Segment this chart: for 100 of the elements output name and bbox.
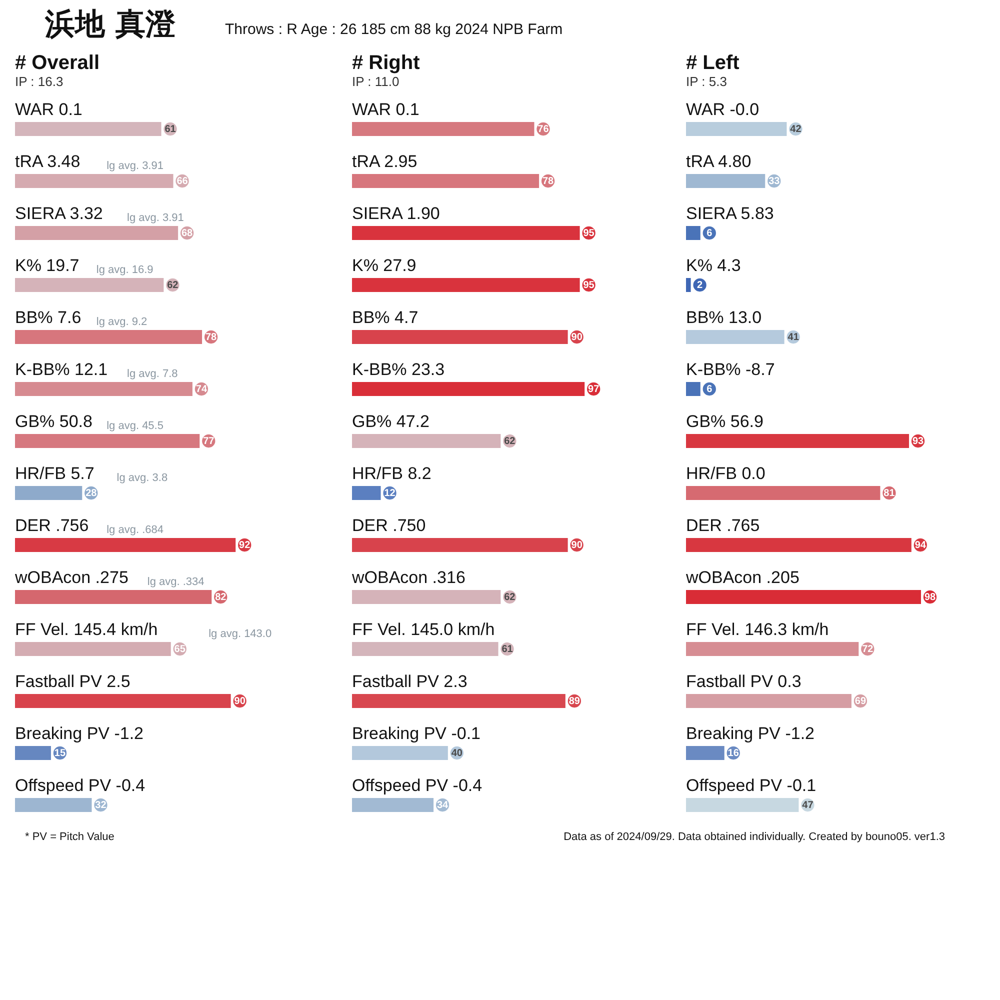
y-tick-label: DER .765 [686,516,760,535]
data-label: 62 [167,280,179,291]
chart-title: # Overall [15,52,100,74]
y-tick-label: tRA 3.48 [15,152,80,171]
data-label: 2 [697,280,704,291]
y-tick-label: DER .756 [15,516,89,535]
y-tick-label: Fastball PV 2.5 [15,672,130,691]
data-label: 28 [86,488,98,499]
data-label: 42 [790,124,802,135]
data-label: 32 [95,800,107,811]
y-tick-label: BB% 13.0 [686,308,762,327]
y-tick-label: HR/FB 0.0 [686,464,766,483]
data-label: 90 [234,696,246,707]
annotation: lg avg. 3.91 [127,212,184,224]
y-tick-label: GB% 47.2 [352,412,430,431]
data-label: 61 [164,124,176,135]
y-tick-label: BB% 4.7 [352,308,418,327]
y-tick-label: WAR 0.1 [352,100,420,119]
chart-subtitle: IP : 5.3 [686,74,727,89]
y-tick-label: HR/FB 8.2 [352,464,432,483]
y-tick-label: Fastball PV 0.3 [686,672,802,691]
data-label: 90 [571,540,583,551]
y-tick-label: BB% 7.6 [15,308,82,327]
data-label: 62 [504,436,516,447]
data-label: 95 [583,280,595,291]
annotation: lg avg. .334 [147,576,204,588]
text: Data as of 2024/09/29. Data obtained individually. Created by bouno05. ver1.3 [564,831,945,843]
chart-subtitle: IP : 16.3 [15,74,64,89]
annotation: lg avg. 16.9 [96,264,154,276]
data-label: 77 [203,436,215,447]
annotation: lg avg. 45.5 [106,420,164,432]
data-label: 65 [174,644,186,655]
data-label: 72 [862,644,874,655]
y-tick-label: K% 27.9 [352,256,416,275]
y-tick-label: K% 4.3 [686,256,741,275]
data-label: 61 [502,644,514,655]
data-label: 81 [884,488,896,499]
annotation: lg avg. 143.0 [208,628,272,640]
text: Throws : R Age : 26 185 cm 88 kg 2024 NPB Farm [225,21,563,38]
data-label: 97 [588,384,600,395]
data-label: 98 [924,592,936,603]
chart-title: # Left [686,52,740,74]
data-label: 90 [571,332,583,343]
y-tick-label: K-BB% 12.1 [15,360,108,379]
data-label: 66 [176,176,188,187]
data-label: 82 [215,592,227,603]
text: * PV = Pitch Value [25,831,114,843]
data-label: 78 [542,176,554,187]
text: 浜地 真澄 [44,7,176,42]
data-label: 6 [706,384,713,395]
y-tick-label: FF Vel. 145.0 km/h [352,620,495,639]
data-label: 15 [54,748,66,759]
y-tick-label: GB% 56.9 [686,412,764,431]
data-label: 68 [182,228,194,239]
data-label: 12 [384,488,396,499]
y-tick-label: SIERA 3.32 [15,204,103,223]
data-label: 93 [912,436,924,447]
y-tick-label: tRA 2.95 [352,152,418,171]
data-label: 33 [768,176,780,187]
data-label: 41 [788,332,800,343]
data-label: 62 [504,592,516,603]
annotation: lg avg. .684 [106,524,164,536]
y-tick-label: K-BB% 23.3 [352,360,445,379]
y-tick-label: K% 19.7 [15,256,80,275]
y-tick-label: Offspeed PV -0.4 [15,776,146,795]
data-label: 40 [451,748,463,759]
chart-subtitle: IP : 11.0 [352,74,400,89]
y-tick-label: DER .750 [352,516,426,535]
data-label: 89 [568,696,580,707]
y-tick-label: tRA 4.80 [686,152,752,171]
chart-title: # Right [352,52,420,74]
y-tick-label: wOBAcon .275 [14,568,128,587]
y-tick-label: SIERA 1.90 [352,204,440,223]
data-label: 94 [914,540,926,551]
data-label: 78 [205,332,218,343]
annotation: lg avg. 3.91 [106,160,164,172]
y-tick-label: GB% 50.8 [15,412,92,431]
y-tick-label: HR/FB 5.7 [15,464,94,483]
data-label: 47 [802,800,814,811]
data-label: 92 [239,540,251,551]
y-tick-label: FF Vel. 146.3 km/h [686,620,829,639]
data-label: 76 [538,124,550,135]
y-tick-label: Breaking PV -0.1 [352,724,481,743]
y-tick-label: WAR 0.1 [15,100,82,119]
y-tick-label: wOBAcon .205 [685,568,800,587]
annotation: lg avg. 7.8 [127,368,178,380]
annotation: lg avg. 3.8 [116,472,168,484]
y-tick-label: SIERA 5.83 [686,204,774,223]
y-tick-label: FF Vel. 145.4 km/h [15,620,158,639]
y-tick-label: Offspeed PV -0.1 [686,776,816,795]
y-tick-label: WAR -0.0 [686,100,760,119]
data-label: 69 [854,696,866,707]
annotation: lg avg. 9.2 [96,316,148,328]
data-label: 95 [583,228,595,239]
y-tick-label: K-BB% -8.7 [686,360,775,379]
y-tick-label: Breaking PV -1.2 [15,724,144,743]
data-label: 34 [436,800,449,811]
y-tick-label: Fastball PV 2.3 [352,672,468,691]
data-label: 6 [706,228,713,239]
y-tick-label: Offspeed PV -0.4 [352,776,482,795]
